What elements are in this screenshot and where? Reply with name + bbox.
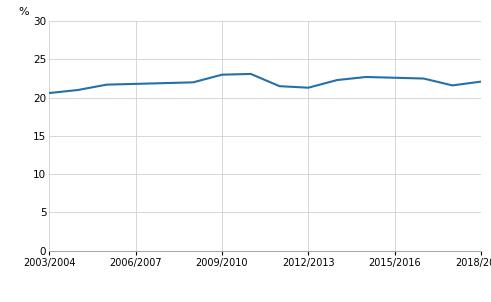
Text: %: % xyxy=(19,7,29,17)
